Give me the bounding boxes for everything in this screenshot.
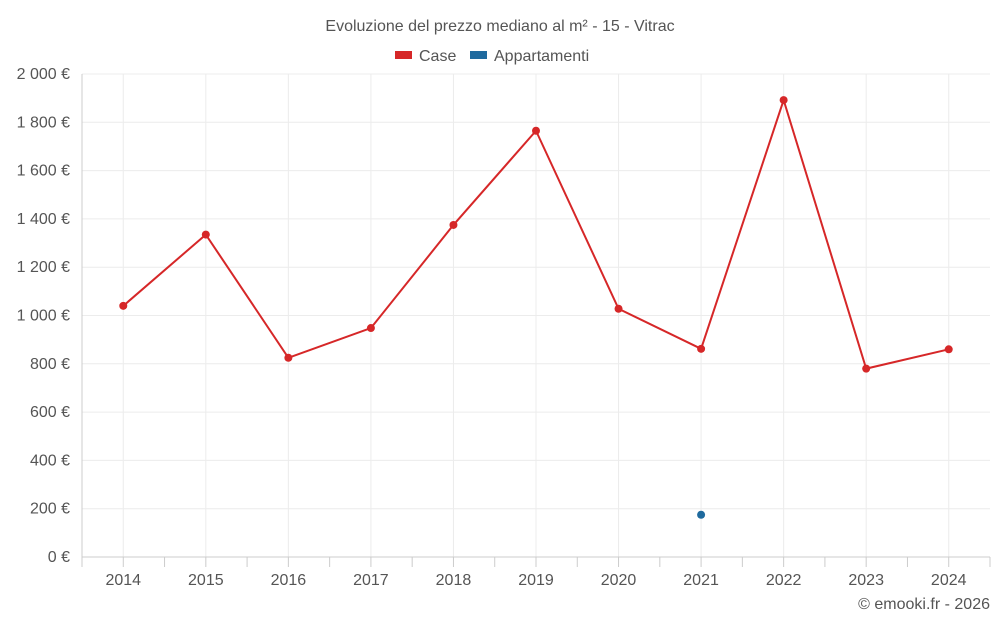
y-tick-label: 0 €: [48, 549, 70, 566]
x-tick-label: 2014: [105, 572, 141, 589]
x-tick-label: 2022: [766, 572, 802, 589]
data-point-case[interactable]: [779, 96, 788, 105]
y-tick-label: 1 000 €: [17, 308, 70, 325]
data-point-case[interactable]: [614, 304, 623, 313]
y-tick-label: 2 000 €: [17, 66, 70, 83]
y-tick-label: 1 600 €: [17, 163, 70, 180]
data-point-case[interactable]: [119, 301, 128, 310]
y-tick-label: 1 200 €: [17, 259, 70, 276]
x-tick-label: 2024: [931, 572, 967, 589]
series-layer: [119, 96, 953, 519]
grid: [82, 73, 990, 558]
x-tick-label: 2019: [518, 572, 554, 589]
legend-swatch-case: [395, 51, 412, 59]
y-tick-label: 1 800 €: [17, 114, 70, 131]
data-point-case[interactable]: [944, 345, 953, 354]
data-point-case[interactable]: [697, 344, 706, 353]
legend-label-case: Case: [419, 48, 456, 65]
x-tick-label: 2018: [436, 572, 472, 589]
x-tick-label: 2016: [271, 572, 307, 589]
data-point-case[interactable]: [201, 230, 210, 239]
data-point-case[interactable]: [366, 324, 375, 333]
data-point-case[interactable]: [284, 353, 293, 362]
x-tick-label: 2023: [848, 572, 884, 589]
data-point-case[interactable]: [862, 364, 871, 373]
data-point-appartamenti[interactable]: [697, 510, 706, 519]
legend-item-case[interactable]: Case: [395, 48, 456, 65]
legend-label-appartamenti: Appartamenti: [494, 48, 589, 65]
x-tick-label: 2021: [683, 572, 719, 589]
credit: © emooki.fr - 2026: [858, 596, 990, 613]
x-tick-label: 2017: [353, 572, 389, 589]
y-tick-label: 400 €: [30, 452, 70, 469]
legend: Case Appartamenti: [395, 48, 589, 65]
chart-title: Evoluzione del prezzo mediano al m² - 15…: [325, 18, 674, 35]
data-point-case[interactable]: [532, 126, 540, 135]
y-tick-label: 200 €: [30, 501, 70, 518]
data-point-case[interactable]: [449, 220, 458, 229]
y-axis: 0 € 200 € 400 € 600 € 800 € 1 000 € 1 200 € 1 4…: [17, 66, 83, 566]
x-axis: 2014 2015 2016 2017 2018 2019 2020 2021 2022 2023…: [81, 556, 991, 589]
legend-item-appartamenti[interactable]: Appartamenti: [470, 48, 589, 65]
x-tick-label: 2020: [601, 572, 637, 589]
y-tick-label: 1 400 €: [17, 211, 70, 228]
legend-swatch-appartamenti: [470, 51, 487, 59]
x-tick-label: 2015: [188, 572, 224, 589]
y-tick-label: 600 €: [30, 404, 70, 421]
y-tick-label: 800 €: [30, 356, 70, 373]
